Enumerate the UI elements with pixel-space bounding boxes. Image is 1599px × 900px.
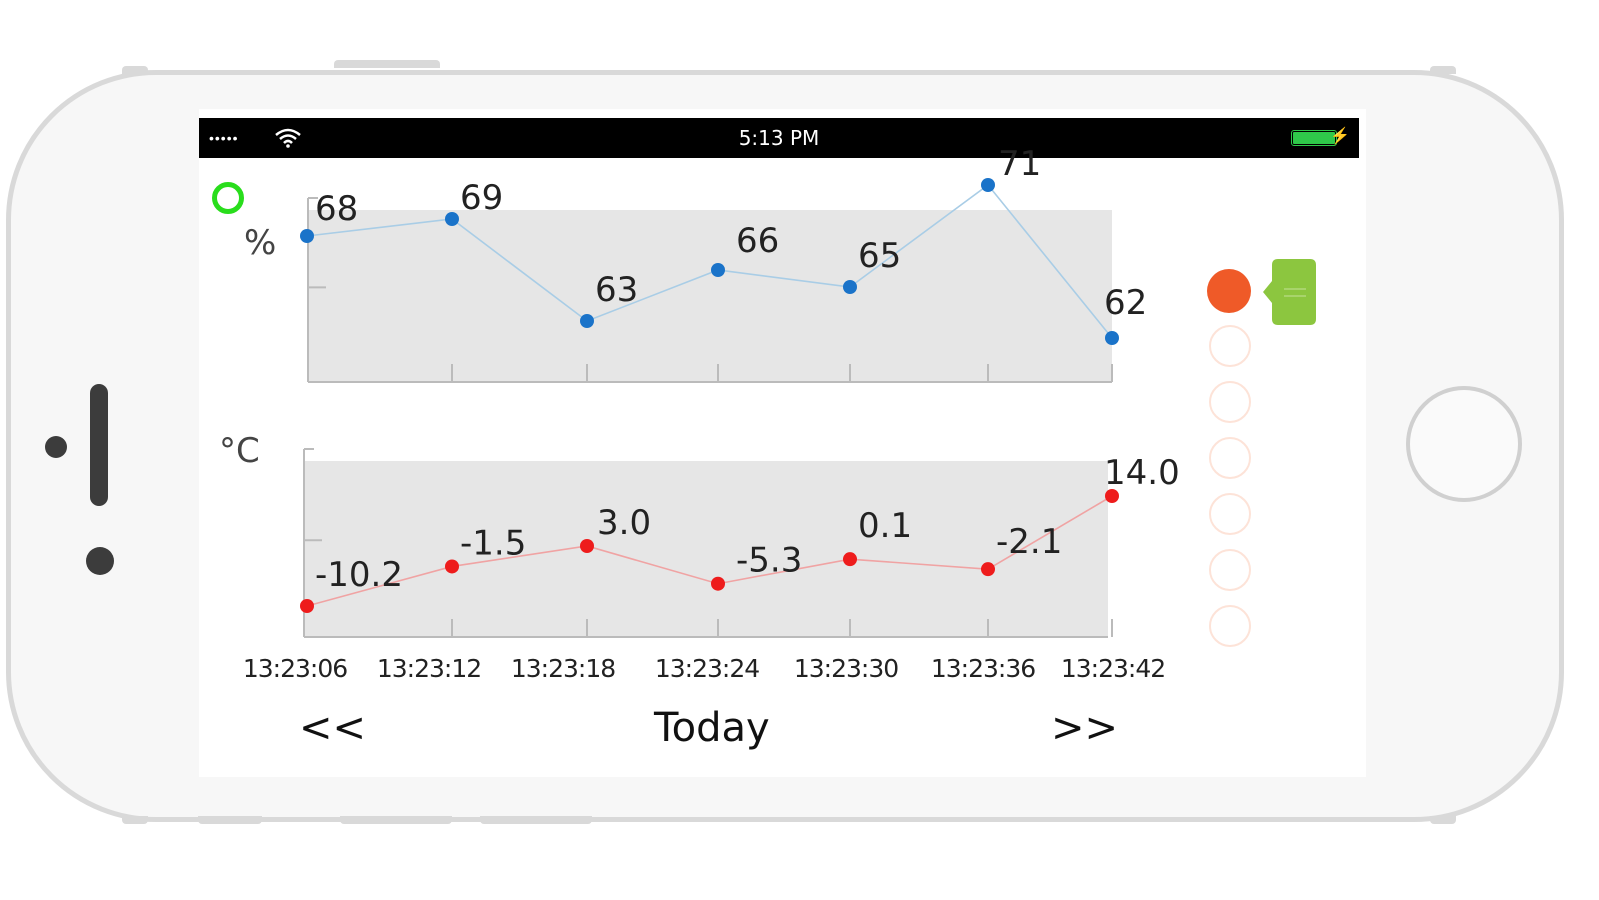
temperature-data-label: -5.3 [736,541,802,581]
channel-slot-empty[interactable] [1209,325,1251,367]
temperature-data-point [981,562,995,577]
charts-area: 68 69 63 66 65 71 62 -10.2 -1.5 3.0 -5.3 0.1 -2.1 14.… [300,144,1180,638]
humidity-data-label: 69 [460,178,503,218]
signal-strength-icon: ••••• [209,130,239,146]
phone-side-button [334,60,440,68]
phone-side-button [198,816,262,824]
front-sensor [45,436,67,458]
status-bar: ••••• 5:13 PM ⚡ [199,118,1359,158]
home-button[interactable] [1406,386,1522,502]
humidity-data-label: 68 [315,189,358,229]
charging-icon: ⚡ [1330,128,1350,145]
temperature-data-point [1105,489,1119,503]
phone-side-button [1430,66,1456,74]
phone-side-button [122,66,148,74]
humidity-data-point [1105,331,1119,345]
temperature-data-point [843,552,857,567]
x-axis-label: 13:23:12 [376,654,482,683]
humidity-unit-label: % [244,223,277,263]
battery-icon [1291,130,1337,146]
temperature-data-point [580,539,594,553]
temperature-data-point [711,576,725,591]
x-axis-label: 13:23:06 [242,654,348,683]
humidity-data-label: 65 [858,236,901,276]
channel-slot-empty[interactable] [1209,549,1251,591]
tag-icon[interactable] [1262,259,1318,329]
channel-slot-empty[interactable] [1209,605,1251,647]
phone-side-button [480,816,592,824]
status-time: 5:13 PM [738,126,820,150]
previous-day-button[interactable]: << [299,705,367,751]
x-axis-label: 13:23:24 [654,654,760,683]
humidity-data-point [580,314,594,328]
day-label: Today [654,705,770,751]
humidity-data-point [445,212,459,226]
temperature-data-point [445,559,459,574]
temperature-data-label: 14.0 [1104,453,1180,493]
phone-side-button [1430,816,1456,824]
temperature-data-label: 3.0 [597,503,651,543]
humidity-data-point [981,178,995,192]
channel-slot-empty[interactable] [1209,437,1251,479]
x-axis-label: 13:23:42 [1060,654,1166,683]
x-axis-label: 13:23:18 [510,654,616,683]
phone-side-button [340,816,452,824]
humidity-data-label: 66 [736,221,779,261]
humidity-data-point [711,263,725,277]
temperature-data-label: -2.1 [996,522,1062,562]
temperature-data-label: -10.2 [315,555,403,595]
humidity-data-label: 71 [998,144,1041,184]
temperature-data-point [300,599,314,613]
humidity-plot-background [308,210,1112,382]
temperature-plot-background [304,461,1108,637]
connection-status-icon[interactable] [212,182,244,214]
active-channel-dot[interactable] [1207,269,1251,313]
app-screen: ••••• 5:13 PM ⚡ % °C 68 69 63 66 65 71 62 -10.2… [199,109,1366,777]
humidity-data-label: 63 [595,270,638,310]
channel-slot-empty[interactable] [1209,381,1251,423]
temperature-unit-label: °C [219,431,260,471]
channel-slot-empty[interactable] [1209,493,1251,535]
temperature-data-label: -1.5 [460,523,526,563]
phone-side-button [122,816,148,824]
humidity-data-label: 62 [1104,283,1147,323]
wifi-icon [275,128,301,148]
x-axis-label: 13:23:30 [793,654,899,683]
front-camera [86,547,114,575]
humidity-data-point [843,280,857,294]
speaker-grille [90,384,108,506]
next-day-button[interactable]: >> [1051,705,1119,751]
x-axis-label: 13:23:36 [930,654,1036,683]
humidity-data-point [300,229,314,243]
temperature-data-label: 0.1 [858,506,912,546]
